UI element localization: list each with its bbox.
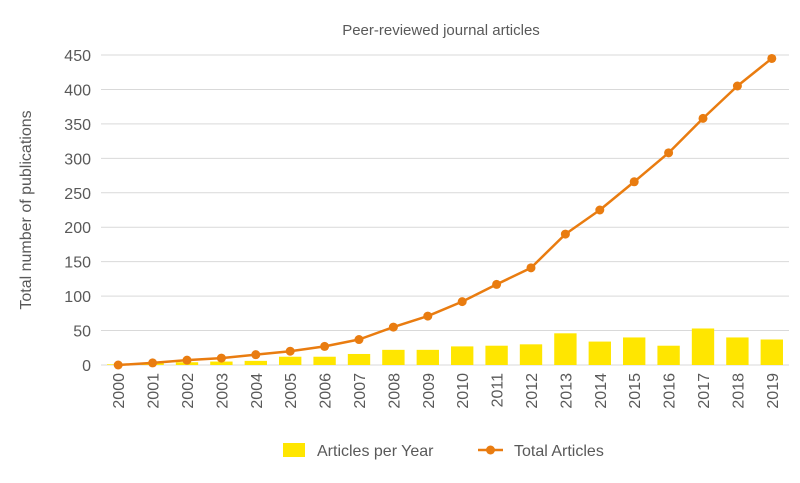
bar bbox=[760, 339, 783, 365]
bar bbox=[485, 345, 508, 365]
bar bbox=[313, 356, 336, 365]
y-tick-labels: 0 50 100 150 200 250 300 350 400 450 bbox=[64, 48, 91, 375]
x-tick-label: 2014 bbox=[593, 373, 610, 409]
y-tick-label: 400 bbox=[64, 82, 91, 99]
x-tick-label: 2012 bbox=[524, 373, 541, 409]
x-tick-label: 2017 bbox=[696, 373, 713, 409]
bar bbox=[279, 356, 302, 365]
bar bbox=[347, 353, 371, 365]
x-tick-label: 2013 bbox=[558, 373, 575, 409]
line-point bbox=[251, 350, 261, 360]
x-tick-label: 2004 bbox=[249, 373, 266, 409]
x-tick-labels: 2000 2001 2002 2003 2004 2005 2006 2007 2008 2009… bbox=[111, 373, 782, 409]
line-point bbox=[732, 81, 742, 91]
line-point bbox=[354, 335, 364, 345]
y-tick-label: 100 bbox=[64, 289, 91, 306]
legend-swatch-marker-total-articles bbox=[486, 445, 495, 455]
legend-label-total-articles: Total Articles bbox=[514, 443, 604, 460]
line-point bbox=[629, 177, 639, 187]
line-series bbox=[113, 53, 777, 370]
y-tick-label: 300 bbox=[64, 151, 91, 168]
x-tick-label: 2002 bbox=[180, 373, 197, 409]
total-articles-line bbox=[118, 57, 773, 367]
line-point bbox=[423, 311, 433, 321]
x-tick-label: 2007 bbox=[352, 373, 369, 409]
bar bbox=[244, 360, 267, 365]
line-point bbox=[320, 341, 330, 351]
bar bbox=[726, 337, 749, 365]
bar bbox=[554, 333, 577, 365]
bar bbox=[691, 328, 715, 365]
line-point bbox=[492, 279, 502, 289]
line-point bbox=[182, 355, 192, 365]
y-tick-label: 200 bbox=[64, 220, 91, 237]
legend-swatch-articles-per-year bbox=[283, 443, 305, 457]
gridlines bbox=[101, 54, 789, 366]
y-tick-label: 150 bbox=[64, 255, 91, 272]
line-point bbox=[457, 297, 467, 307]
line-point bbox=[560, 229, 570, 239]
line-point bbox=[113, 360, 123, 370]
x-tick-label: 2019 bbox=[765, 373, 782, 409]
line-point bbox=[595, 205, 605, 215]
line-point bbox=[698, 113, 708, 123]
chart-title: Peer-reviewed journal articles bbox=[342, 22, 540, 39]
y-tick-label: 450 bbox=[64, 48, 91, 65]
x-tick-label: 2015 bbox=[627, 373, 644, 409]
line-point bbox=[285, 346, 295, 356]
bar bbox=[451, 346, 474, 365]
line-point bbox=[388, 322, 398, 332]
x-tick-label: 2011 bbox=[490, 373, 507, 408]
x-tick-label: 2000 bbox=[111, 373, 128, 409]
bar bbox=[623, 337, 646, 365]
bar bbox=[519, 344, 543, 365]
y-tick-label: 250 bbox=[64, 186, 91, 203]
bar bbox=[588, 341, 611, 365]
line-point bbox=[664, 148, 674, 158]
y-axis-label: Total number of publications bbox=[18, 110, 35, 309]
line-point bbox=[767, 53, 777, 63]
bar bbox=[416, 349, 439, 365]
x-tick-label: 2016 bbox=[662, 373, 679, 409]
legend-label-articles-per-year: Articles per Year bbox=[317, 443, 434, 460]
x-tick-label: 2001 bbox=[146, 373, 163, 409]
x-tick-label: 2018 bbox=[730, 373, 747, 409]
x-tick-label: 2005 bbox=[283, 373, 300, 409]
legend: Articles per Year Total Articles bbox=[283, 443, 604, 460]
x-tick-label: 2010 bbox=[455, 373, 472, 409]
y-tick-label: 350 bbox=[64, 117, 91, 134]
x-tick-label: 2009 bbox=[421, 373, 438, 409]
y-tick-label: 0 bbox=[82, 358, 91, 375]
bar bbox=[657, 345, 680, 365]
x-tick-label: 2003 bbox=[214, 373, 231, 409]
line-point bbox=[216, 353, 226, 363]
bar-series bbox=[107, 328, 783, 365]
line-point bbox=[526, 263, 536, 273]
line-point bbox=[148, 358, 158, 368]
bar bbox=[382, 349, 405, 365]
bar bbox=[210, 361, 233, 365]
x-tick-label: 2006 bbox=[318, 373, 335, 409]
y-tick-label: 50 bbox=[73, 324, 91, 341]
x-tick-label: 2008 bbox=[386, 373, 403, 409]
